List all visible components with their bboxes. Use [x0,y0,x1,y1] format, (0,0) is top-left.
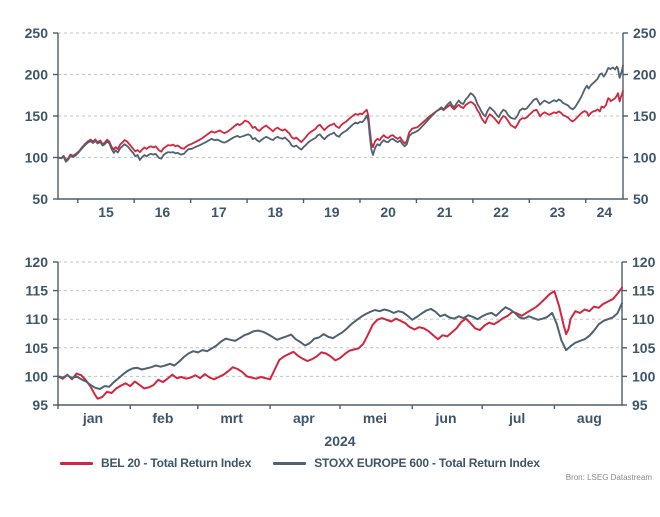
x-tick-label: 24 [597,204,613,220]
legend: BEL 20 - Total Return Index STOXX EUROPE… [60,456,540,470]
y-tick-label: 250 [25,25,49,41]
y-tick-label: 200 [25,67,49,83]
y-tick-label: 115 [25,283,48,299]
x-tick-label: 21 [437,204,453,220]
y-tick-label: 50 [32,191,48,207]
y-tick-label: 100 [25,368,49,384]
y-tick-label: 50 [633,191,649,207]
x-tick-label: jun [435,410,457,426]
y-tick-label: 110 [25,311,48,327]
y-tick-label: 250 [633,25,657,41]
y-tick-label: 200 [633,67,657,83]
legend-item-stoxx600: STOXX EUROPE 600 - Total Return Index [273,456,540,470]
y-tick-label: 150 [25,108,49,124]
legend-label-stoxx600: STOXX EUROPE 600 - Total Return Index [314,456,540,470]
x-tick-label: 23 [550,204,566,220]
y-tick-label: 110 [632,311,655,327]
x-tick-label: 15 [98,204,114,220]
x-tick-label: mei [363,410,387,426]
y-tick-label: 115 [632,283,655,299]
legend-item-bel20: BEL 20 - Total Return Index [60,456,251,470]
y-tick-label: 150 [633,108,657,124]
y-tick-label: 100 [25,150,49,166]
stoxx600-line-swatch [273,461,307,465]
x-tick-label: 17 [211,204,227,220]
top-chart-10yr: 50 50 100 100 150 150 200 200 250 250 15 16 17 18 19 20… [25,25,657,220]
x-tick-label: jan [82,410,103,426]
stoxx600-line [57,64,624,163]
x-tick-label: 22 [493,204,509,220]
x-tick-label: mrt [220,410,243,426]
bel20-line [57,286,623,400]
x-tick-label: 16 [155,204,171,220]
bottom-chart-x-axis-title: 2024 [324,433,356,449]
y-tick-label: 105 [25,340,49,356]
x-tick-label: aug [577,410,602,426]
y-tick-label: 120 [25,254,49,270]
stoxx600-line [57,302,623,390]
source-attribution: Bron: LSEG Datastream [565,473,652,482]
y-tick-label: 95 [32,397,48,413]
bel20-line [57,90,624,162]
legend-label-bel20: BEL 20 - Total Return Index [101,456,252,470]
x-tick-label: apr [293,410,315,426]
y-tick-label: 105 [632,340,656,356]
y-tick-label: 120 [632,254,656,270]
x-tick-label: 20 [380,204,396,220]
y-tick-label: 100 [632,368,656,384]
bottom-chart-2024: 95 95 100 100 105 105 110 110 115 115 120 120 jan feb… [25,254,656,426]
x-tick-label: 18 [268,204,284,220]
bel20-line-swatch [60,461,93,465]
y-tick-label: 95 [632,397,648,413]
y-tick-label: 100 [633,150,657,166]
x-tick-label: 19 [324,204,340,220]
x-tick-label: feb [152,410,173,426]
x-tick-label: jul [508,410,525,426]
